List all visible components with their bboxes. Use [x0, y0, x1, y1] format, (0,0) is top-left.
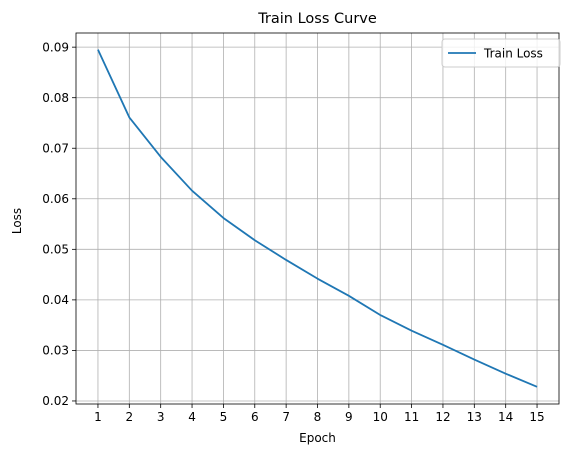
x-tick-label: 12 — [435, 410, 450, 424]
x-tick-label: 10 — [373, 410, 388, 424]
series-layer — [97, 49, 538, 388]
x-axis-ticks: 1 2 3 4 5 6 7 8 9 10 11 12 13 14 15 — [94, 404, 545, 424]
series-line-train-loss — [97, 49, 538, 388]
y-tick-label: 0.03 — [42, 344, 69, 358]
x-tick-label: 1 — [94, 410, 102, 424]
x-tick-label: 14 — [498, 410, 513, 424]
y-tick-label: 0.04 — [42, 293, 69, 307]
y-tick-label: 0.08 — [42, 91, 69, 105]
x-tick-label: 11 — [404, 410, 419, 424]
legend-label-train-loss: Train Loss — [483, 47, 543, 61]
x-tick-label: 7 — [282, 410, 290, 424]
y-axis-ticks: 0.02 0.03 0.04 0.05 0.06 0.07 0.08 0.09 — [42, 40, 76, 408]
y-tick-label: 0.09 — [42, 40, 69, 54]
x-tick-label: 2 — [125, 410, 133, 424]
y-tick-label: 0.07 — [42, 141, 69, 155]
x-tick-label: 8 — [314, 410, 322, 424]
x-axis-label: Epoch — [299, 431, 336, 445]
x-tick-label: 4 — [188, 410, 196, 424]
legend: Train Loss — [441, 38, 561, 68]
y-tick-label: 0.06 — [42, 192, 69, 206]
legend-box — [441, 38, 561, 68]
x-tick-label: 6 — [251, 410, 259, 424]
y-axis-label: Loss — [10, 208, 24, 234]
x-tick-label: 9 — [345, 410, 353, 424]
y-tick-label: 0.05 — [42, 243, 69, 257]
y-tick-label: 0.02 — [42, 394, 69, 408]
x-tick-label: 13 — [467, 410, 482, 424]
x-tick-label: 5 — [220, 410, 228, 424]
x-tick-label: 15 — [529, 410, 544, 424]
chart-title: Train Loss Curve — [257, 11, 377, 27]
x-tick-label: 3 — [157, 410, 165, 424]
